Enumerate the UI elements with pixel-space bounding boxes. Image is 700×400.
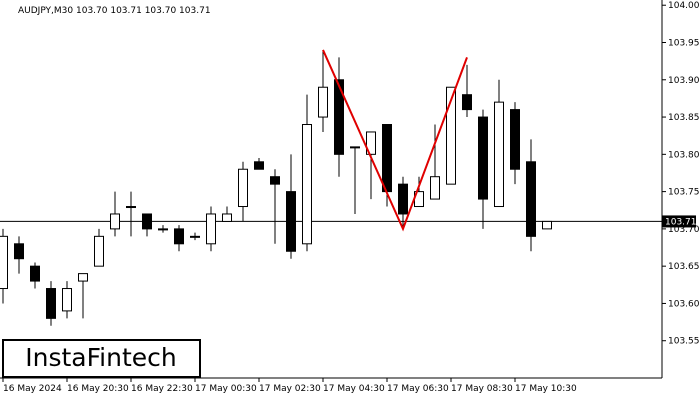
- x-tick-label: 17 May 06:30: [387, 384, 449, 394]
- candle-body: [158, 228, 168, 231]
- candle-body: [334, 79, 344, 155]
- logo-box: [2, 339, 201, 378]
- candle-body: [542, 220, 552, 230]
- y-tick-label: 103.65: [668, 262, 700, 272]
- candle-body: [350, 146, 360, 149]
- candle-body: [62, 288, 72, 312]
- candle-body: [110, 213, 120, 230]
- candle-body: [126, 206, 136, 209]
- plot-area: [0, 0, 662, 378]
- candle-body: [238, 168, 248, 208]
- y-tick-label: 103.95: [668, 38, 700, 48]
- y-tick-label: 103.80: [668, 150, 700, 160]
- candle-body: [254, 161, 264, 170]
- candle-body: [318, 86, 328, 118]
- x-tick-label: 16 May 2024: [3, 384, 62, 394]
- y-tick-label: 103.55: [668, 337, 700, 347]
- x-tick-label: 17 May 04:30: [323, 384, 385, 394]
- candle-body: [270, 176, 280, 185]
- candle-body: [206, 213, 216, 245]
- x-tick-label: 16 May 20:30: [67, 384, 129, 394]
- candle-body: [462, 94, 472, 111]
- y-tick-label: 103.85: [668, 113, 700, 123]
- candle-body: [0, 235, 8, 290]
- header: AUDJPY,M30 103.70 103.71 103.70 103.71: [18, 6, 211, 16]
- candle-body: [430, 176, 440, 200]
- x-tick-label: 17 May 08:30: [451, 384, 513, 394]
- candle-body: [78, 273, 88, 282]
- candle-body: [446, 86, 456, 185]
- candle-body: [286, 191, 296, 252]
- y-tick-label: 103.75: [668, 188, 700, 198]
- y-tick-label: 103.70: [668, 225, 700, 235]
- candle-body: [30, 265, 40, 282]
- x-tick-label: 17 May 02:30: [259, 384, 321, 394]
- price-label-box: [662, 215, 696, 228]
- candle-body: [222, 213, 232, 222]
- candle-body: [302, 124, 312, 245]
- candle-body: [366, 131, 376, 155]
- price-label: 103.71: [665, 217, 697, 227]
- logo: InstaFintech: [25, 343, 177, 372]
- x-tick-label: 16 May 22:30: [131, 384, 193, 394]
- y-tick-label: 103.90: [668, 76, 700, 86]
- candle-body: [14, 243, 24, 260]
- candle-body: [526, 161, 536, 237]
- y-tick-label: 104.00: [668, 1, 700, 11]
- x-tick-label: 17 May 00:30: [195, 384, 257, 394]
- x-tick-label: 17 May 10:30: [515, 384, 577, 394]
- candle-body: [46, 288, 56, 319]
- candle-body: [398, 183, 408, 215]
- candle-body: [478, 116, 488, 200]
- candle-body: [510, 109, 520, 170]
- candle-body: [190, 235, 200, 238]
- candle-body: [94, 235, 104, 267]
- candle-body: [494, 101, 504, 208]
- candle-body: [174, 228, 184, 245]
- candle-body: [142, 213, 152, 230]
- pattern-line: [322, 49, 468, 232]
- candle-body: [382, 124, 392, 193]
- y-tick-label: 103.60: [668, 299, 700, 309]
